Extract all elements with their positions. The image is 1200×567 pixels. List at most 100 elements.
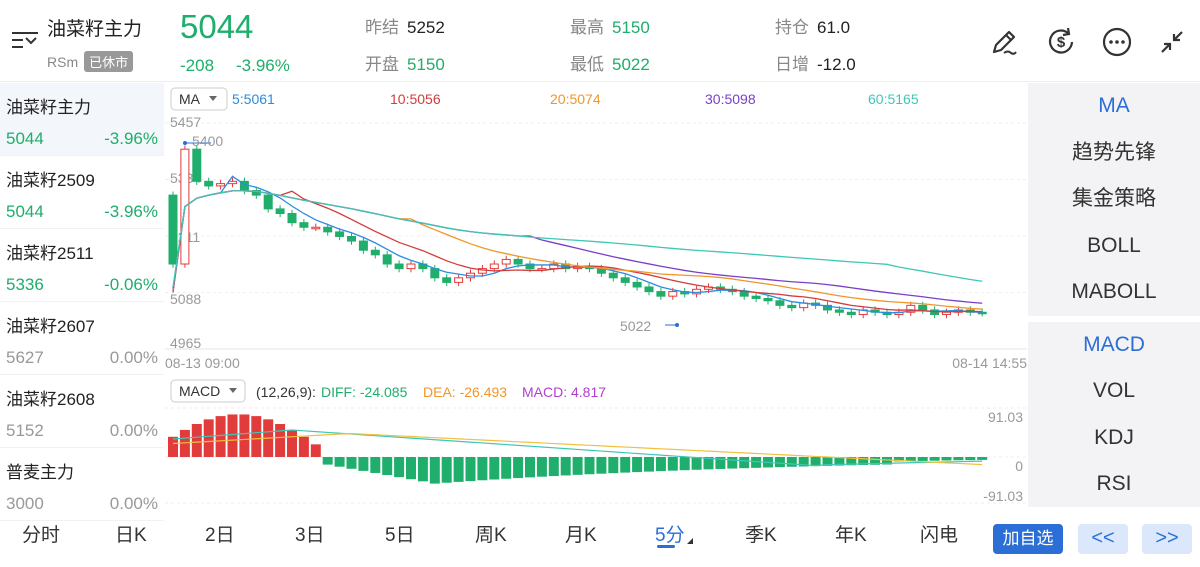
macd-histogram-bar [810, 457, 821, 467]
candle-body [394, 263, 404, 270]
tab-period-8[interactable]: 季K [745, 525, 777, 546]
candle-body [751, 295, 761, 299]
macd-histogram-bar [465, 457, 476, 482]
watchlist-item[interactable]: 油菜籽2509 5044 -3.96% [0, 156, 164, 229]
watchlist-item-price: 5044 [6, 129, 44, 148]
next-button[interactable]: >> [1142, 524, 1192, 554]
candle-body [775, 300, 785, 306]
tab-period-3[interactable]: 3日 [295, 525, 325, 546]
tab-period-6[interactable]: 月K [565, 525, 597, 546]
price-change: -208 [180, 56, 215, 75]
ma-selector-label: MA [179, 91, 201, 107]
tab-period-9[interactable]: 年K [835, 525, 867, 546]
macd-histogram-bar [739, 457, 750, 469]
candle-body [918, 304, 928, 311]
quote-header: 油菜籽主力 RSm 已休市 5044 -208 -3.96% 昨结 5252 开盘… [0, 0, 1200, 82]
macd-histogram-bar [917, 457, 928, 461]
macd-histogram-bar [525, 457, 535, 478]
macd-histogram-bar [370, 457, 381, 473]
watchlist-item-pct: -3.96% [104, 129, 158, 148]
prev-button[interactable]: << [1078, 524, 1128, 554]
pen-icon[interactable] [988, 26, 1020, 58]
macd-histogram-bar [239, 414, 250, 457]
macd-histogram-bar [394, 457, 405, 478]
watchlist-item[interactable]: 油菜籽主力 5044 -3.96% [0, 83, 164, 156]
macd-histogram-bar [168, 436, 178, 457]
candle-body [834, 309, 844, 313]
indicator-main-2[interactable]: 集金策略 [1072, 187, 1156, 210]
macd-histogram-bar [822, 457, 833, 466]
indicator-sub-3[interactable]: RSI [1096, 472, 1132, 495]
instrument-code: RSm [47, 53, 79, 70]
watchlist-item-price: 5336 [6, 275, 44, 294]
macd-histogram-bar [727, 457, 738, 469]
watchlist-item[interactable]: 油菜籽2511 5336 -0.06% [0, 229, 164, 302]
stat-high: 最高 5150 [570, 18, 650, 37]
macd-histogram-bar [251, 416, 262, 457]
candle-body [299, 222, 309, 228]
candle-body [763, 297, 773, 302]
macd-dea: DEA: -26.493 [423, 384, 507, 400]
indicator-main-0[interactable]: MA [1098, 94, 1130, 117]
ma-legend-0: 5:5061 [232, 91, 275, 107]
macd-histogram-bar [227, 414, 238, 457]
macd-histogram-bar [489, 457, 500, 480]
ma-legend-3: 30:5098 [705, 91, 756, 107]
tab-period-5[interactable]: 周K [475, 525, 507, 546]
candle-body [216, 183, 226, 187]
macd-histogram-bar [346, 457, 357, 469]
indicator-main-3[interactable]: BOLL [1087, 233, 1141, 257]
chevron-down-icon [229, 388, 237, 393]
add-watchlist-button[interactable]: 加自选 [993, 524, 1063, 554]
macd-histogram-bar [287, 429, 297, 457]
indicator-main-4[interactable]: MABOLL [1071, 280, 1157, 303]
macd-histogram-bar [977, 457, 988, 460]
watchlist-item-pct: 0.00% [109, 348, 158, 367]
tab-period-4[interactable]: 5日 [385, 525, 415, 546]
svg-text:$: $ [1057, 34, 1066, 51]
macd-histogram-bar [298, 436, 309, 457]
candle-body [787, 304, 797, 309]
ma-line-5 [172, 175, 983, 314]
more-icon[interactable] [1101, 26, 1133, 58]
chart-canvas[interactable]: MA 5:5061 10:5056 20:5074 30:5098 60:5165 5457… [165, 83, 1027, 507]
menu-icon[interactable] [12, 30, 38, 50]
dollar-refresh-icon[interactable]: $ [1045, 26, 1077, 58]
macd-selector[interactable] [170, 379, 246, 403]
watchlist-item[interactable]: 油菜籽2607 5627 0.00% [0, 302, 164, 375]
tab-period-0[interactable]: 分时 [22, 525, 61, 546]
macd-histogram-bar [406, 457, 416, 480]
candle-body [620, 277, 630, 283]
watchlist-item-pct: 0.00% [109, 494, 158, 513]
ma-selector[interactable] [170, 87, 228, 111]
macd-histogram-bar [786, 457, 797, 467]
indicator-sub-2[interactable]: KDJ [1094, 425, 1134, 449]
macd-histogram-bar [655, 457, 666, 472]
candle-body [692, 288, 702, 295]
indicator-main-1[interactable]: 趋势先锋 [1072, 140, 1156, 164]
candle-body [656, 291, 666, 297]
macd-histogram-bar [703, 457, 714, 470]
macd-histogram-bar [179, 429, 190, 457]
watchlist-item[interactable]: 油菜籽2608 5152 0.00% [0, 375, 164, 448]
candle-body [632, 281, 642, 288]
candle-body [275, 208, 285, 214]
macd-histogram-bar [620, 457, 631, 473]
macd-histogram-bar [929, 457, 940, 461]
collapse-icon[interactable] [1156, 26, 1188, 58]
macd-histogram-bar [382, 457, 393, 476]
tab-period-10[interactable]: 闪电 [920, 525, 959, 546]
watchlist-item[interactable]: 普麦主力 3000 0.00% [0, 448, 164, 521]
watchlist-item-pct: -0.06% [104, 275, 158, 294]
tab-period-1[interactable]: 日K [115, 525, 147, 546]
watchlist-item-name: 普麦主力 [6, 463, 74, 482]
tab-period-7[interactable]: 5分 [655, 525, 685, 546]
indicator-sub-0[interactable]: MACD [1083, 332, 1145, 356]
tab-period-2[interactable]: 2日 [205, 525, 235, 546]
tab-dropdown-icon[interactable] [687, 538, 693, 544]
indicator-sub-1[interactable]: VOL [1092, 379, 1136, 402]
ma-legend-1: 10:5056 [390, 91, 441, 107]
ma-line-20 [172, 190, 983, 310]
macd-histogram-bar [536, 457, 547, 477]
kline-chart[interactable]: MA 5:5061 10:5056 20:5074 30:5098 60:5165 5457… [165, 83, 1027, 507]
